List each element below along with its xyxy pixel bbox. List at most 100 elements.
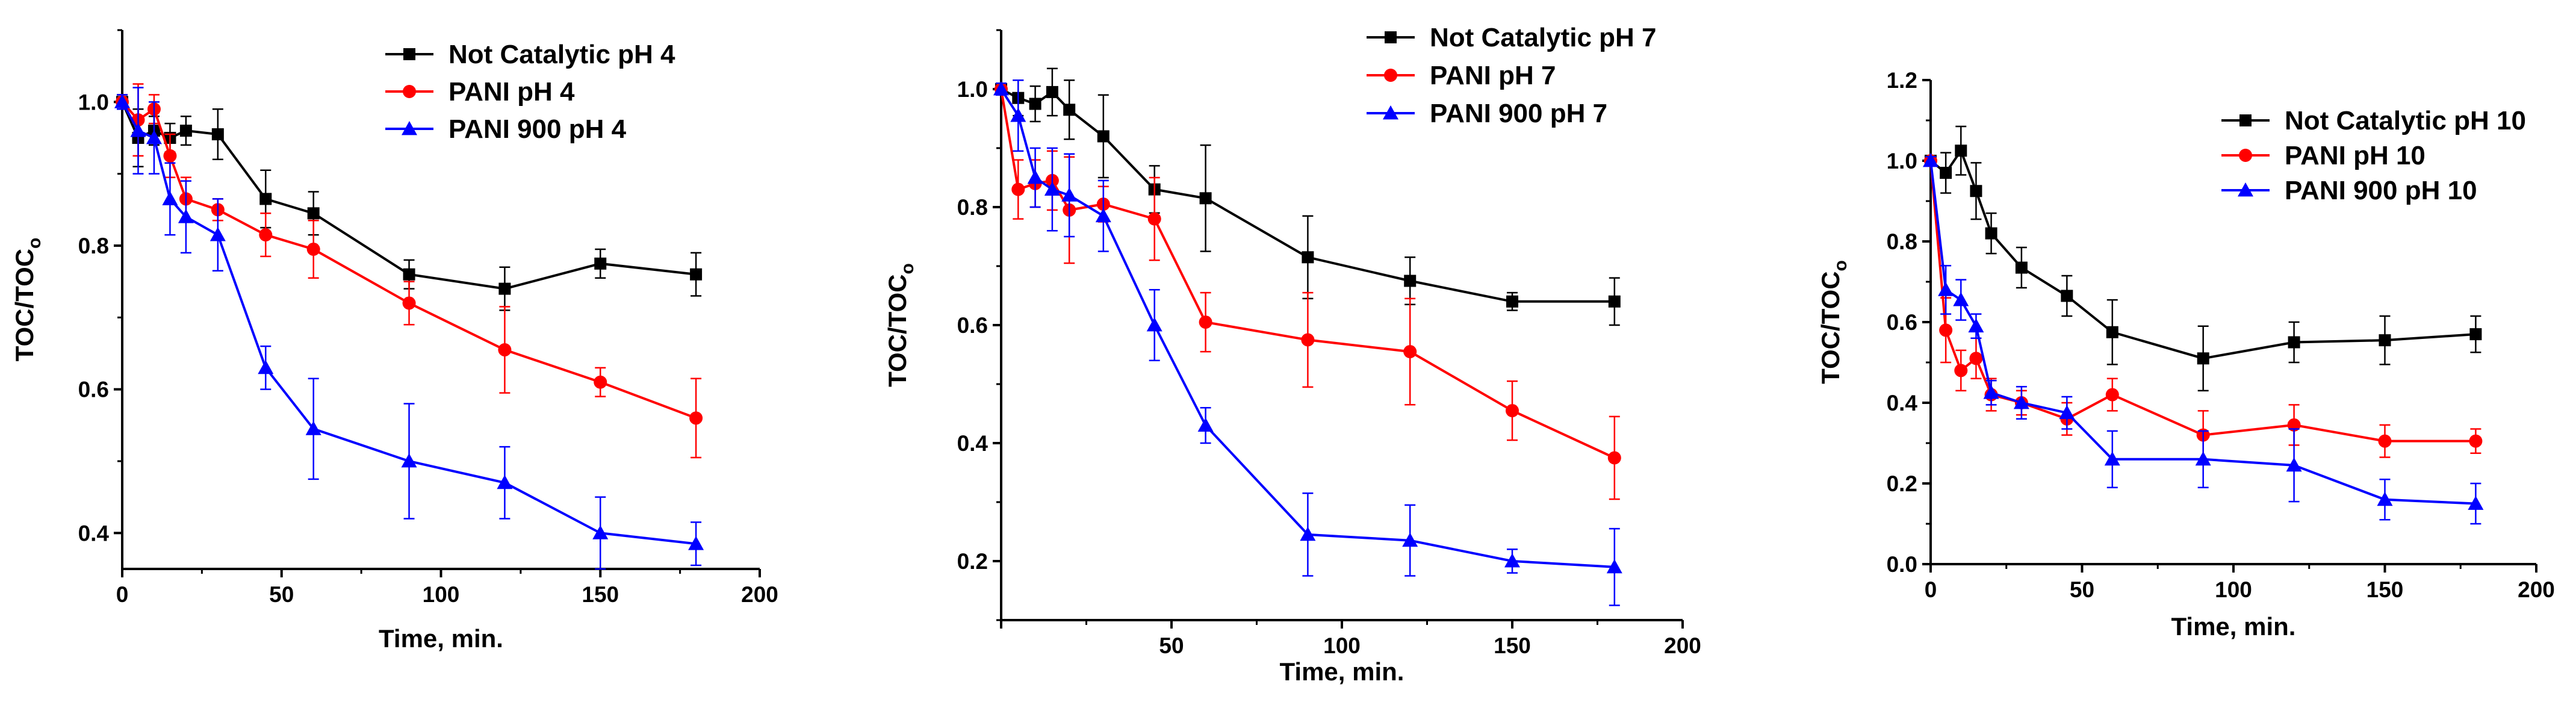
x-tick-label: 0 bbox=[1925, 577, 1937, 602]
y-axis-title-subscript: o bbox=[898, 263, 917, 274]
y-tick-label: 0.6 bbox=[1887, 310, 1917, 335]
legend-marker bbox=[402, 121, 417, 135]
y-tick-label: 1.0 bbox=[957, 77, 988, 102]
data-point bbox=[1402, 532, 1418, 547]
data-point bbox=[594, 375, 607, 389]
data-point bbox=[1011, 182, 1025, 196]
data-point bbox=[1983, 385, 1999, 399]
legend-entry: PANI 900 pH 7 bbox=[1367, 99, 1607, 128]
data-point bbox=[2469, 434, 2483, 448]
data-point bbox=[179, 125, 192, 137]
data-point bbox=[146, 130, 162, 144]
legend-entry: PANI pH 4 bbox=[385, 77, 575, 107]
data-point bbox=[1504, 553, 1520, 568]
data-point bbox=[2105, 388, 2119, 402]
data-point bbox=[2013, 395, 2029, 409]
y-tick-label: 1.0 bbox=[1887, 149, 1917, 173]
legend-entry: Not Catalytic pH 10 bbox=[2221, 106, 2526, 135]
data-point bbox=[1044, 181, 1060, 196]
data-point bbox=[1940, 167, 1952, 179]
x-tick-label: 150 bbox=[1494, 633, 1531, 658]
data-point bbox=[1969, 352, 1983, 365]
legend-marker bbox=[1383, 105, 1398, 120]
legend-entry: Not Catalytic pH 7 bbox=[1367, 23, 1657, 52]
legend-label: Not Catalytic pH 7 bbox=[1430, 23, 1657, 52]
legend-marker bbox=[1384, 69, 1397, 82]
legend-entry: PANI 900 pH 4 bbox=[385, 114, 627, 144]
series-pani-900-ph-10 bbox=[1923, 153, 2484, 525]
legend-entry: PANI pH 10 bbox=[2221, 141, 2425, 170]
legend-label: Not Catalytic pH 4 bbox=[448, 40, 675, 69]
data-point bbox=[1955, 144, 1967, 157]
data-point bbox=[1302, 251, 1314, 264]
data-point bbox=[1968, 318, 1984, 333]
data-point bbox=[1970, 185, 1982, 197]
data-point bbox=[258, 359, 274, 374]
legend-marker bbox=[2239, 149, 2252, 162]
x-axis-title: Time, min. bbox=[1280, 657, 1404, 686]
legend-label: PANI pH 4 bbox=[448, 77, 575, 107]
data-point bbox=[130, 123, 146, 137]
data-point bbox=[211, 128, 224, 141]
data-point bbox=[1029, 98, 1041, 110]
data-point bbox=[306, 242, 320, 256]
legend-label: PANI 900 pH 7 bbox=[1430, 99, 1607, 128]
legend-label: Not Catalytic pH 10 bbox=[2285, 106, 2526, 135]
data-point bbox=[162, 191, 178, 205]
data-point bbox=[1147, 212, 1161, 226]
data-point bbox=[1097, 130, 1110, 143]
data-point bbox=[403, 268, 415, 281]
data-point bbox=[498, 343, 512, 357]
data-point bbox=[1146, 317, 1162, 332]
data-point bbox=[1985, 227, 1997, 240]
legend-marker bbox=[2239, 114, 2252, 126]
x-tick-label: 100 bbox=[2215, 577, 2252, 602]
y-axis-title: TOC/TOCo bbox=[10, 238, 45, 362]
y-tick-label: 0.0 bbox=[1887, 552, 1917, 577]
legend-label: PANI 900 pH 4 bbox=[448, 114, 627, 144]
series-line bbox=[1000, 88, 1615, 568]
x-tick-label: 100 bbox=[1323, 633, 1361, 658]
data-point bbox=[497, 474, 513, 489]
data-point bbox=[401, 453, 417, 468]
x-axis-title: Time, min. bbox=[379, 624, 503, 653]
data-point bbox=[1095, 208, 1111, 223]
data-point bbox=[2061, 290, 2073, 302]
data-point bbox=[2286, 457, 2302, 472]
x-tick-label: 50 bbox=[2070, 577, 2094, 602]
legend-label: PANI 900 pH 10 bbox=[2285, 176, 2477, 205]
x-tick-label: 150 bbox=[2367, 577, 2404, 602]
legend-entry: PANI 900 pH 10 bbox=[2221, 176, 2477, 205]
data-point bbox=[402, 296, 416, 310]
data-point bbox=[1506, 404, 1519, 418]
y-axis-title-subscript: o bbox=[1831, 260, 1851, 271]
data-point bbox=[114, 94, 130, 108]
data-point bbox=[1063, 104, 1076, 116]
legend-label: PANI pH 7 bbox=[1430, 61, 1556, 90]
data-point bbox=[1061, 187, 1078, 202]
data-point bbox=[1404, 275, 1417, 287]
x-tick-label: 100 bbox=[423, 582, 460, 607]
y-axis-title-subscript: o bbox=[25, 238, 45, 249]
x-tick-label: 200 bbox=[741, 582, 778, 607]
legend-label: PANI pH 10 bbox=[2285, 141, 2425, 170]
data-point bbox=[2377, 491, 2393, 506]
data-point bbox=[2015, 261, 2028, 274]
y-tick-label: 1.2 bbox=[1887, 68, 1917, 93]
data-point bbox=[690, 268, 703, 281]
data-point bbox=[259, 193, 272, 205]
data-point bbox=[689, 411, 703, 425]
y-tick-label: 0.4 bbox=[957, 431, 989, 456]
x-tick-label: 150 bbox=[582, 582, 619, 607]
legend-marker bbox=[403, 48, 415, 60]
chart-panel-3: 0 50 100 150 200 0.0 0.2 0.4 0.6 0.8 1.0 1.2 Time, m… bbox=[1816, 68, 2555, 641]
y-axis-title: TOC/TOCo bbox=[1816, 260, 1851, 384]
series-pani-900-ph-7 bbox=[993, 79, 1622, 606]
legend-marker bbox=[403, 85, 416, 98]
data-point bbox=[1046, 85, 1058, 98]
legend-entry: PANI pH 7 bbox=[1367, 61, 1556, 90]
y-tick-label: 0.8 bbox=[1887, 229, 1917, 254]
data-point bbox=[2468, 495, 2484, 510]
y-tick-label: 0.2 bbox=[1887, 471, 1917, 496]
